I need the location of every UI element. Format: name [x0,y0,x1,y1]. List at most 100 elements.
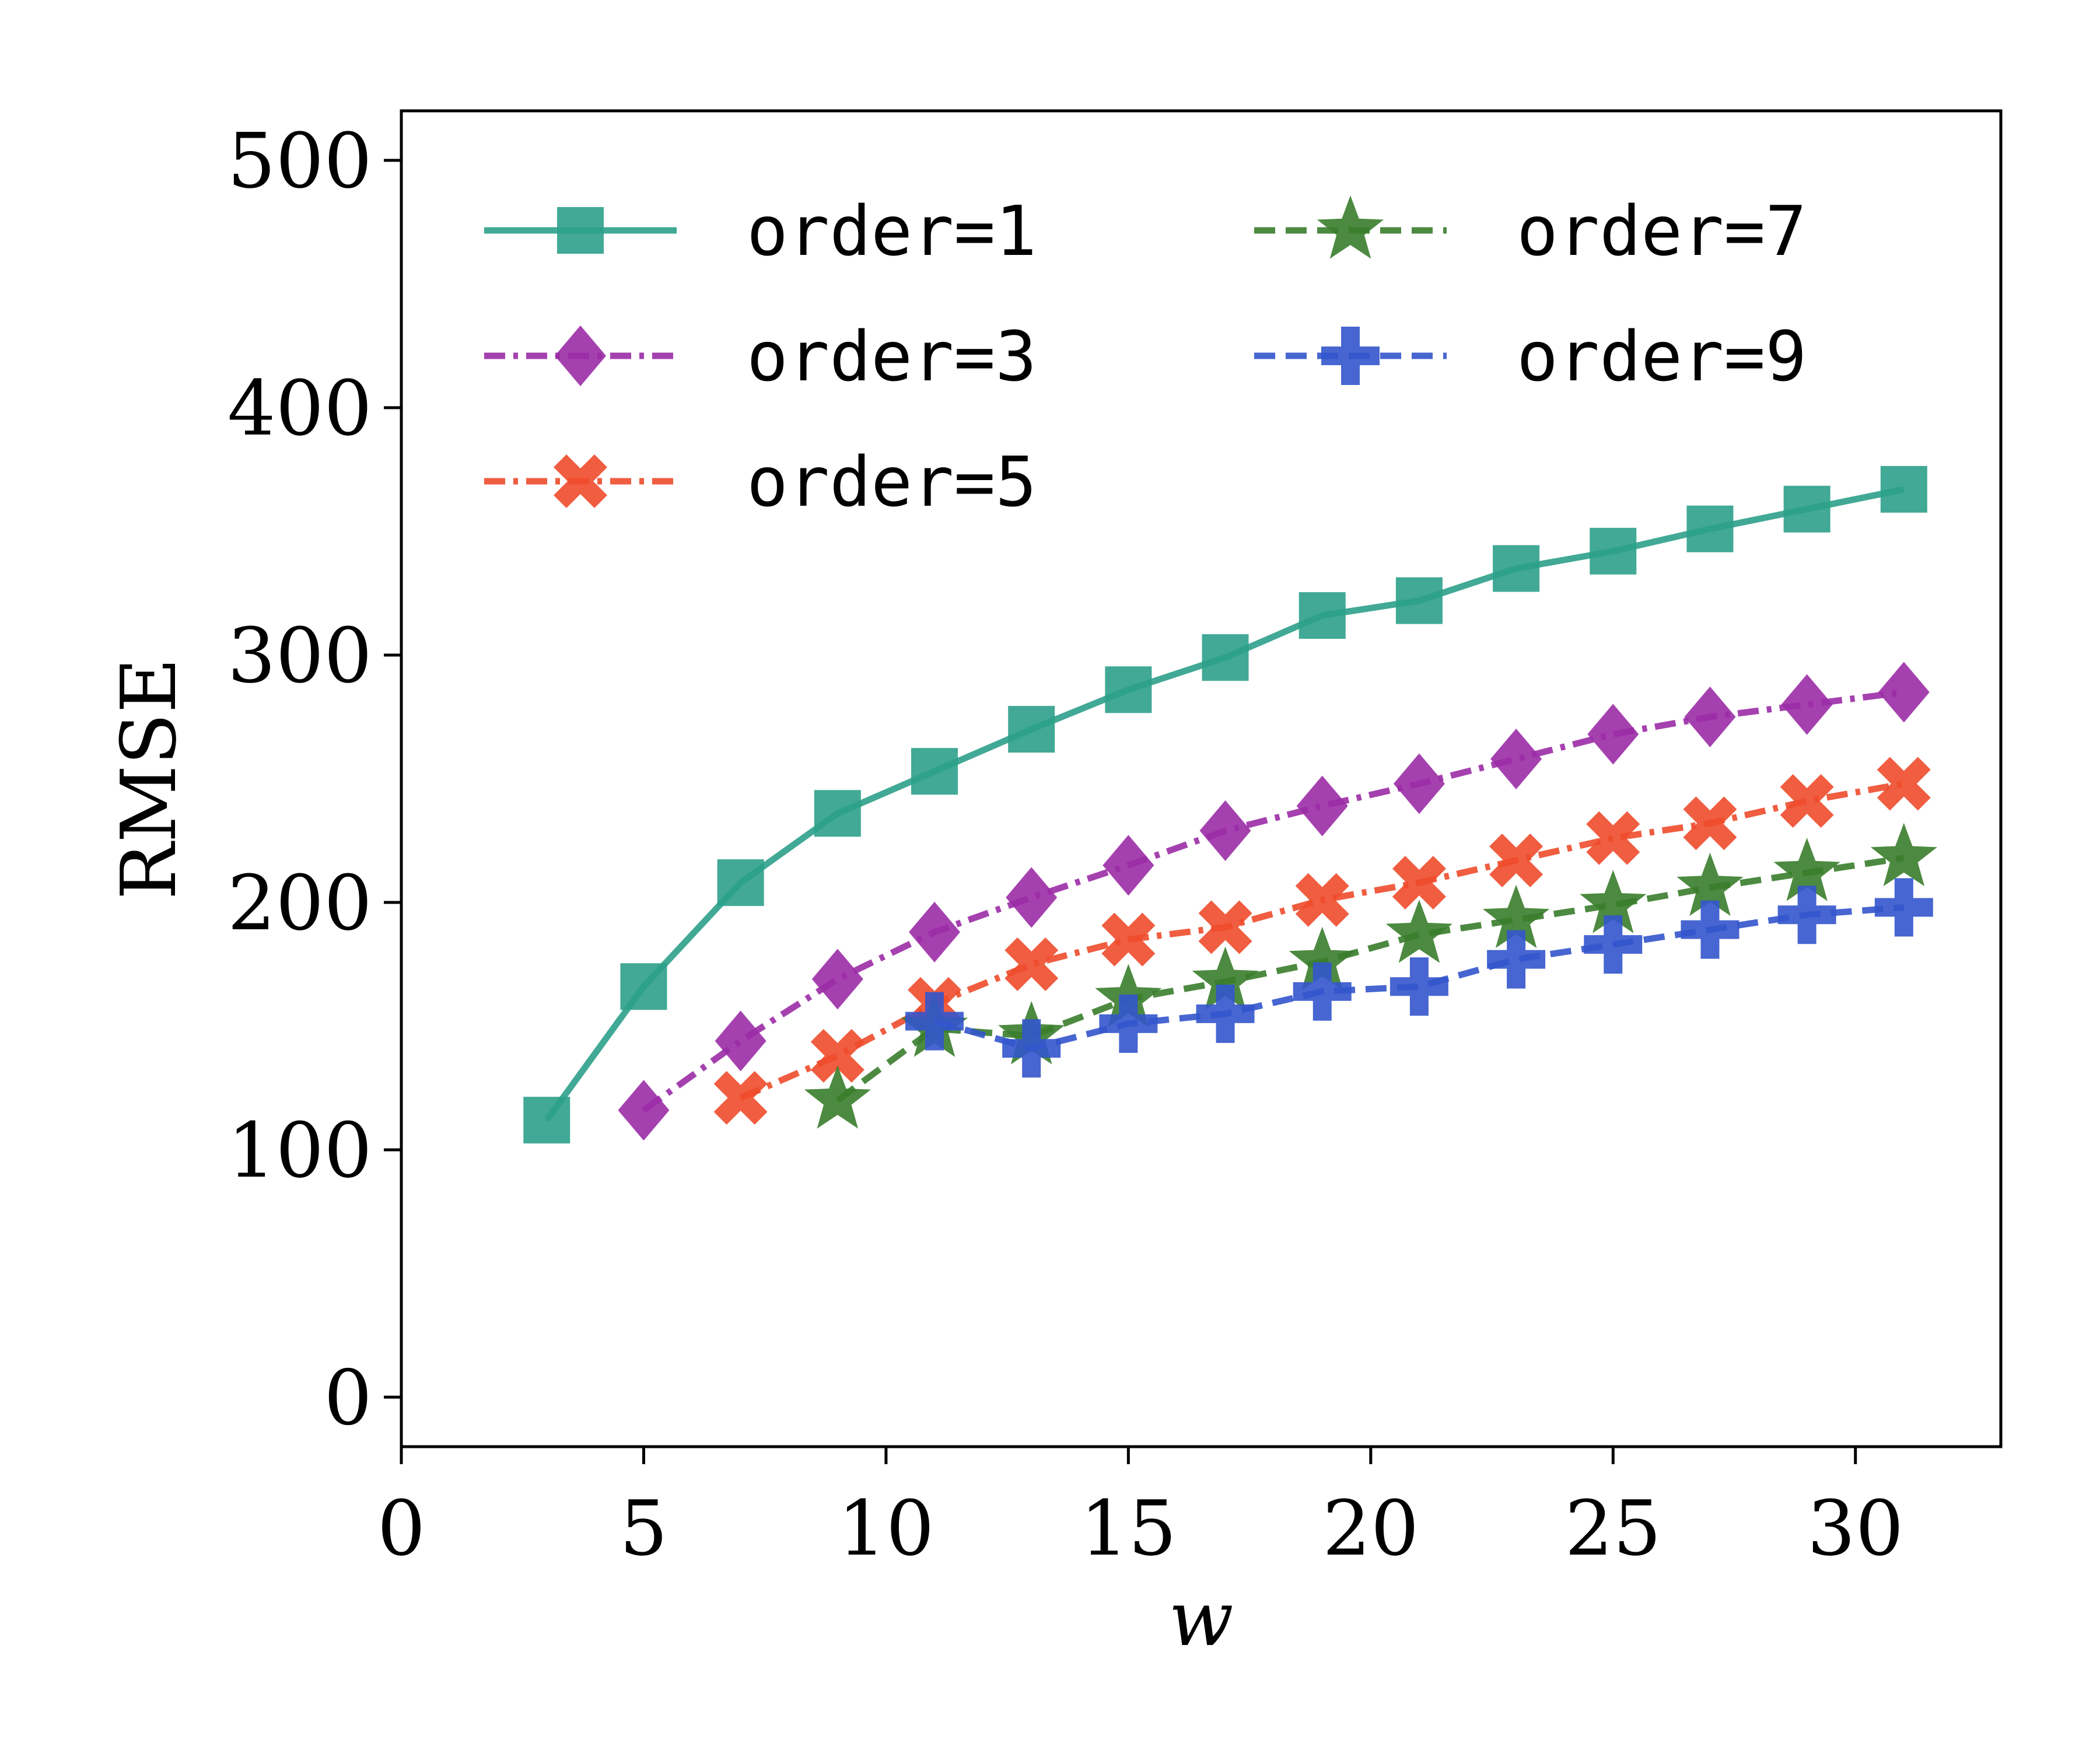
data-point [1202,634,1249,681]
legend-entry: order=5 [484,442,1037,522]
data-point [1002,1019,1061,1078]
data-point [1395,577,1443,624]
data-point [713,1071,768,1125]
data-point [715,1010,766,1072]
series-order-3 [618,662,1930,1141]
data-point [1102,835,1154,896]
legend: order=1 order=3 order=5 order=7 order=9 [484,191,1807,522]
y-tick-label: 200 [228,859,372,947]
data-point [1580,870,1647,933]
data-point [717,859,764,907]
y-axis-title: RMSE [104,658,193,900]
data-point [1877,757,1931,811]
data-point [1493,545,1540,592]
legend-marker [1321,327,1380,385]
data-point [1773,838,1840,901]
x-axis-title: w [1168,1574,1233,1663]
data-point [909,901,960,963]
data-point [1874,878,1933,937]
x-tick-label: 0 [377,1484,426,1573]
data-point [1298,592,1346,639]
data-point [1586,811,1640,865]
x-tick-label: 20 [1322,1484,1419,1573]
data-point [1390,957,1448,1016]
data-point [1385,900,1452,963]
data-point [1487,930,1546,989]
legend-label: order=3 [747,316,1037,397]
y-tick-label: 0 [324,1353,372,1442]
data-point [1780,774,1834,828]
legend-entry: order=7 [1254,191,1807,271]
data-point [1683,796,1737,850]
series-line [933,904,1905,1052]
data-point [1393,753,1445,814]
data-point [1777,886,1836,944]
legend-entry: order=9 [1254,316,1807,397]
legend-marker [1317,195,1384,259]
data-point [1101,912,1156,967]
data-point [1199,800,1251,862]
series-order-7 [804,822,1937,1129]
data-point [523,1097,570,1144]
legend-entry: order=3 [484,316,1037,397]
data-point [1880,466,1927,513]
x-tick-label: 15 [1080,1484,1177,1573]
legend-entry: order=1 [484,191,1037,271]
data-point [1489,833,1544,887]
data-point [618,1080,670,1141]
series-order-9 [905,878,1933,1078]
data-point [1008,706,1055,753]
data-point [1005,937,1059,992]
data-point [1483,884,1550,949]
data-point [1584,915,1643,974]
data-point [1295,873,1349,927]
data-point [1192,946,1259,1010]
data-point [911,748,958,795]
y-tick-label: 500 [228,117,372,205]
data-point [1590,527,1637,575]
data-point [810,1028,864,1083]
y-tick-label: 100 [228,1106,372,1195]
data-point [1870,822,1937,887]
data-point [1105,666,1152,713]
data-point [1681,900,1740,959]
data-point [1686,505,1734,552]
data-point [1878,662,1930,723]
x-tick-label: 5 [620,1484,668,1573]
plot-area [523,466,1937,1144]
legend-marker [554,454,607,508]
data-point [905,992,964,1051]
data-point [1289,926,1356,991]
data-point [1198,900,1252,954]
legend-marker [557,207,604,254]
x-tick-label: 30 [1807,1484,1903,1573]
data-point [1490,729,1542,790]
data-point [620,963,667,1010]
data-point [1006,867,1058,928]
legend-label: order=7 [1517,191,1807,271]
data-point [1296,775,1348,836]
data-point [1783,485,1831,533]
x-tick-label: 25 [1565,1484,1661,1573]
data-point [1587,704,1639,765]
data-point [1676,852,1744,916]
data-point [1684,686,1736,747]
series-order-1 [523,466,1927,1144]
data-point [1099,994,1158,1053]
y-tick-label: 400 [228,364,372,453]
data-point [814,790,861,837]
legend-label: order=9 [1517,316,1807,397]
data-point [1392,856,1446,910]
data-point [811,949,863,1010]
data-point [1196,984,1255,1043]
data-point [1781,674,1833,735]
axes-frame [400,109,2003,1448]
legend-label: order=5 [747,442,1037,522]
data-point [804,1065,871,1129]
x-tick-label: 10 [838,1484,934,1573]
data-point [1293,962,1352,1021]
legend-marker [555,326,606,386]
legend-label: order=1 [747,191,1037,271]
